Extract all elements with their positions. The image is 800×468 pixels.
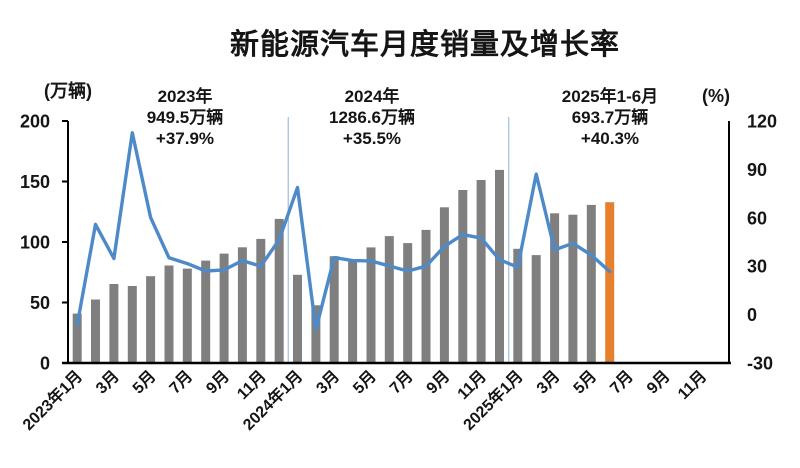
x-axis-tick-label: 5月 <box>570 367 600 397</box>
x-axis-tick-label: 7月 <box>386 367 416 397</box>
annotation-2025: 2025年1-6月 693.7万辆 +40.3% <box>522 86 698 149</box>
x-axis-tick-label: 11月 <box>674 367 710 403</box>
right-axis-tick-label: 30 <box>747 257 767 277</box>
x-axis-tick-label: 9月 <box>643 367 673 397</box>
sales-bar-15 <box>329 256 339 363</box>
sales-bar-8 <box>201 260 211 363</box>
left-axis-tick-label: 200 <box>20 112 50 132</box>
x-axis-tick-label: 5月 <box>349 367 379 397</box>
annotation-2024-period: 2024年 <box>344 87 400 106</box>
x-axis-tick-label: 7月 <box>606 367 636 397</box>
sales-bar-12 <box>274 218 284 363</box>
right-axis-tick-label: 0 <box>747 305 757 325</box>
sales-bar-10 <box>237 247 247 363</box>
x-axis-tick-label: 9月 <box>203 367 233 397</box>
sales-bar-2 <box>91 299 100 363</box>
sales-bar-6 <box>164 265 174 363</box>
x-axis-tick-label: 2023年1月 <box>18 366 86 434</box>
sales-bar-11 <box>256 238 266 363</box>
left-axis-tick-label: 50 <box>30 293 50 313</box>
right-axis-unit-label: (%) <box>702 86 730 106</box>
sales-bar-1 <box>72 313 82 363</box>
sales-bar-30 <box>605 202 615 363</box>
sales-bar-5 <box>146 276 156 363</box>
sales-bar-28 <box>568 214 578 363</box>
x-axis-tick-label: 3月 <box>533 367 563 397</box>
sales-bar-13 <box>293 274 302 363</box>
annotation-2023: 2023年 949.5万辆 +37.9% <box>97 86 273 149</box>
right-axis-tick-label: 60 <box>747 208 767 228</box>
sales-bar-14 <box>311 305 321 363</box>
sales-bar-29 <box>586 204 596 363</box>
sales-bar-17 <box>366 247 376 363</box>
sales-bar-19 <box>403 243 413 363</box>
x-axis-tick-label: 3月 <box>92 367 122 397</box>
x-axis-tick-label: 9月 <box>423 367 453 397</box>
growth-rate-line <box>75 131 612 332</box>
sales-bar-20 <box>421 229 431 363</box>
annotation-2024-growth: +35.5% <box>342 129 402 148</box>
sales-bar-21 <box>439 207 449 363</box>
sales-bar-7 <box>182 268 192 363</box>
annotation-2025-total: 693.7万辆 <box>571 108 649 127</box>
sales-bar-4 <box>127 286 137 363</box>
sales-bar-23 <box>476 180 486 363</box>
sales-bar-27 <box>550 213 560 363</box>
right-axis-tick-label: 120 <box>747 112 777 132</box>
chart-title: 新能源汽车月度销量及增长率 <box>229 29 620 61</box>
x-axis-tick-label: 5月 <box>129 367 159 397</box>
left-axis-tick-label: 0 <box>40 354 50 374</box>
sales-bar-24 <box>495 169 504 363</box>
right-axis-tick-label: -30 <box>747 354 773 374</box>
annotation-2023-total: 949.5万辆 <box>146 108 224 127</box>
sales-bar-9 <box>219 253 229 363</box>
sales-bar-16 <box>348 260 358 363</box>
sales-bar-3 <box>109 284 119 363</box>
sales-bar-18 <box>384 236 394 363</box>
left-axis-unit-label: (万辆) <box>44 81 92 101</box>
sales-bar-25 <box>513 248 523 363</box>
sales-bar-22 <box>458 190 468 363</box>
right-axis-tick-label: 90 <box>747 160 767 180</box>
left-axis-tick-label: 100 <box>20 233 50 253</box>
x-axis-tick-label: 7月 <box>166 367 196 397</box>
left-axis-tick-label: 150 <box>20 172 50 192</box>
annotation-2025-period: 2025年1-6月 <box>561 87 659 106</box>
annotation-2025-growth: +40.3% <box>580 129 640 148</box>
annotation-2023-period: 2023年 <box>157 87 213 106</box>
annotation-2024-total: 1286.6万辆 <box>329 108 415 127</box>
sales-bar-26 <box>531 255 541 363</box>
x-axis-tick-label: 3月 <box>313 367 343 397</box>
annotation-2023-growth: +37.9% <box>155 129 215 148</box>
annotation-2024: 2024年 1286.6万辆 +35.5% <box>284 86 460 149</box>
